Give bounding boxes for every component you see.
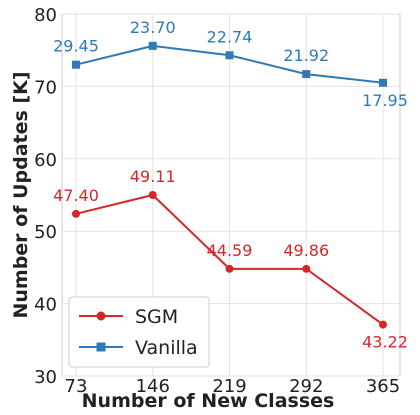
point-sgm — [225, 264, 234, 273]
x-tick-label: 73 — [65, 376, 88, 397]
data-label-sgm: 44.59 — [207, 241, 253, 260]
legend-marker-sgm — [96, 311, 106, 321]
point-vanilla — [225, 51, 234, 60]
point-vanilla — [379, 78, 387, 87]
data-label-vanilla: 17.95 — [362, 91, 408, 110]
data-label-vanilla: 23.70 — [130, 18, 176, 37]
data-label-vanilla: 21.92 — [283, 46, 329, 65]
y-tick-label: 50 — [34, 222, 57, 243]
point-vanilla — [72, 60, 80, 69]
y-tick-label: 60 — [34, 150, 57, 171]
y-axis-title: Number of Updates [K] — [10, 71, 32, 318]
y-tick-label: 80 — [34, 5, 57, 26]
legend-label-vanilla: Vanilla — [135, 337, 198, 359]
point-sgm — [379, 320, 387, 329]
legend-label-sgm: SGM — [135, 306, 178, 328]
data-label-sgm: 43.22 — [362, 333, 408, 352]
data-label-sgm: 49.86 — [283, 241, 329, 260]
x-axis-title: Number of New Classes — [82, 390, 335, 412]
point-sgm — [72, 209, 80, 218]
point-sgm — [148, 191, 157, 199]
legend-marker-vanilla — [96, 342, 106, 352]
data-labels: 47.40 49.11 44.59 49.86 43.22 29.45 23.70 22.74… — [53, 18, 408, 352]
y-tick-label: 70 — [34, 77, 57, 98]
y-tick-label: 40 — [34, 295, 57, 316]
point-vanilla — [302, 70, 311, 79]
data-label-vanilla: 22.74 — [207, 27, 253, 46]
y-tick-label: 30 — [34, 367, 57, 388]
x-tick-label: 292 — [289, 376, 323, 397]
legend: SGM Vanilla — [68, 296, 210, 368]
point-vanilla — [148, 41, 157, 50]
x-tick-label: 146 — [136, 376, 170, 397]
x-tick-label: 365 — [366, 376, 400, 397]
x-tick-label: 219 — [212, 376, 246, 397]
data-label-sgm: 49.11 — [130, 167, 176, 186]
data-label-vanilla: 29.45 — [53, 37, 99, 56]
x-axis-ticks: 73 146 219 292 365 — [65, 376, 401, 397]
data-label-sgm: 47.40 — [53, 186, 99, 205]
y-axis-ticks: 30 40 50 60 70 80 — [34, 5, 57, 388]
series-group — [72, 41, 387, 329]
point-sgm — [302, 264, 311, 273]
